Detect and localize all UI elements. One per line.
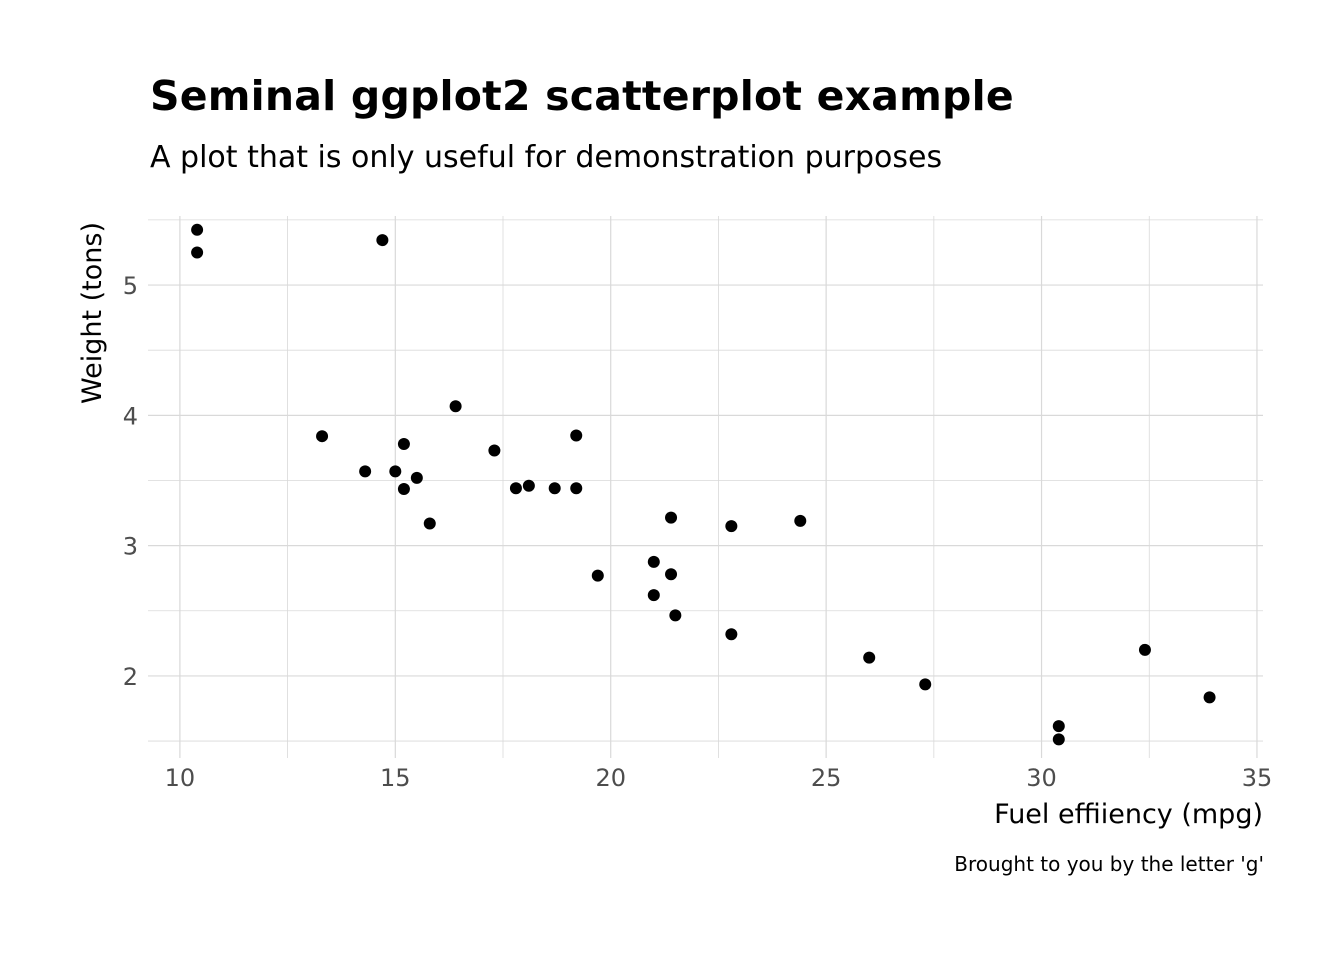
- data-points: [191, 223, 1216, 746]
- data-point: [389, 465, 402, 478]
- y-axis-title: Weight (tons): [77, 222, 108, 404]
- y-tick-label: 3: [123, 533, 138, 561]
- data-point: [1138, 643, 1151, 656]
- data-point: [1052, 720, 1065, 733]
- data-point: [665, 568, 678, 581]
- y-axis-ticks: 2 3 4 5: [123, 272, 138, 691]
- data-point: [863, 651, 876, 664]
- data-point: [548, 482, 561, 495]
- data-point: [488, 444, 501, 457]
- x-axis-title: Fuel effiiency (mpg): [994, 799, 1263, 830]
- x-tick-label: 25: [811, 764, 842, 792]
- data-point: [509, 482, 522, 495]
- x-tick-label: 15: [380, 764, 411, 792]
- data-point: [410, 471, 423, 484]
- data-point: [1203, 691, 1216, 704]
- data-point: [191, 246, 204, 259]
- data-point: [591, 569, 604, 582]
- x-tick-label: 20: [595, 764, 626, 792]
- grid-lines: [148, 216, 1263, 758]
- y-tick-label: 2: [123, 663, 138, 691]
- data-point: [725, 520, 738, 533]
- x-tick-label: 35: [1242, 764, 1273, 792]
- data-point: [397, 482, 410, 495]
- x-axis-ticks: 10 15 20 25 30 35: [165, 764, 1273, 792]
- data-point: [316, 430, 329, 443]
- x-tick-label: 30: [1026, 764, 1057, 792]
- chart-caption: Brought to you by the letter 'g': [954, 852, 1264, 876]
- data-point: [191, 223, 204, 236]
- data-point: [397, 438, 410, 451]
- data-point: [647, 555, 660, 568]
- chart-title: Seminal ggplot2 scatterplot example: [150, 72, 1014, 120]
- x-tick-label: 10: [165, 764, 196, 792]
- data-point: [669, 609, 682, 622]
- data-point: [725, 628, 738, 641]
- data-point: [423, 517, 436, 530]
- data-point: [359, 465, 372, 478]
- data-point: [665, 511, 678, 524]
- y-tick-label: 4: [123, 402, 138, 430]
- data-point: [522, 479, 535, 492]
- data-point: [647, 589, 660, 602]
- data-point: [570, 429, 583, 442]
- data-point: [570, 482, 583, 495]
- data-point: [376, 234, 389, 247]
- y-tick-label: 5: [123, 272, 138, 300]
- data-point: [919, 678, 932, 691]
- data-point: [794, 514, 807, 527]
- data-point: [1052, 733, 1065, 746]
- data-point: [449, 400, 462, 413]
- chart-subtitle: A plot that is only useful for demonstra…: [150, 140, 943, 175]
